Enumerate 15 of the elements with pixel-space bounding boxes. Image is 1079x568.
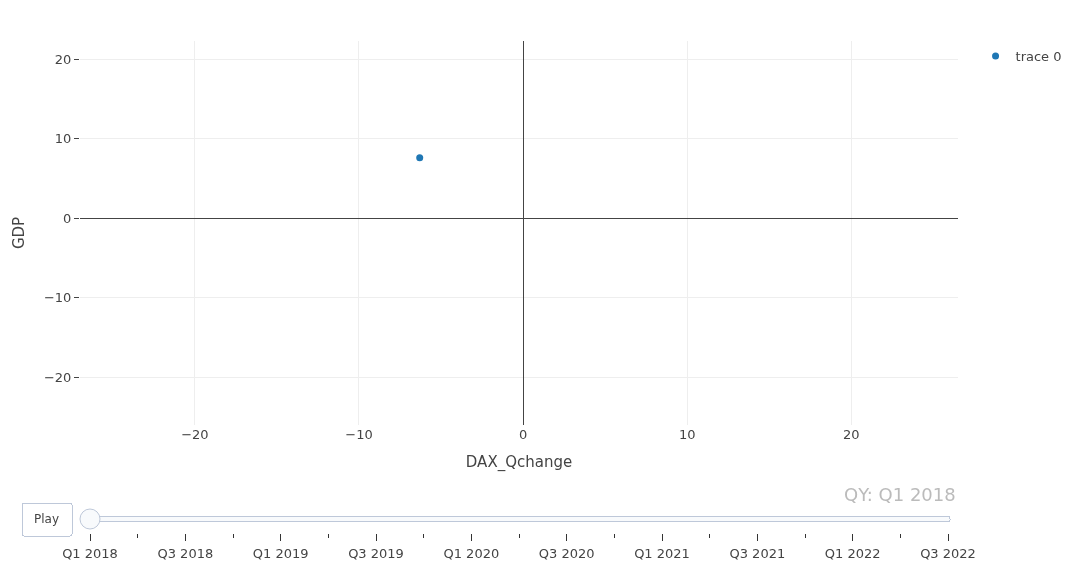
x-tick-label: −10 — [345, 427, 373, 442]
x-tick-label: 0 — [518, 427, 528, 442]
y-tick-label: 20 — [54, 51, 72, 67]
x-tick-label: −20 — [181, 427, 209, 442]
y-tick-label: −10 — [43, 290, 72, 306]
y-axis-title: GDP — [10, 216, 29, 250]
y-tick-label: −20 — [43, 369, 72, 385]
x-tick-label: 10 — [678, 427, 696, 442]
text: QY: Q1 2018 — [844, 484, 956, 505]
y-tick-label: 0 — [63, 210, 72, 226]
y-tick-label: 10 — [54, 131, 72, 147]
x-axis-title: DAX_Qchange — [465, 453, 573, 472]
picture-play-button: Play — [21, 502, 73, 537]
x-tick-label: 20 — [843, 427, 860, 442]
legend-label: trace 0 — [1015, 49, 1062, 65]
